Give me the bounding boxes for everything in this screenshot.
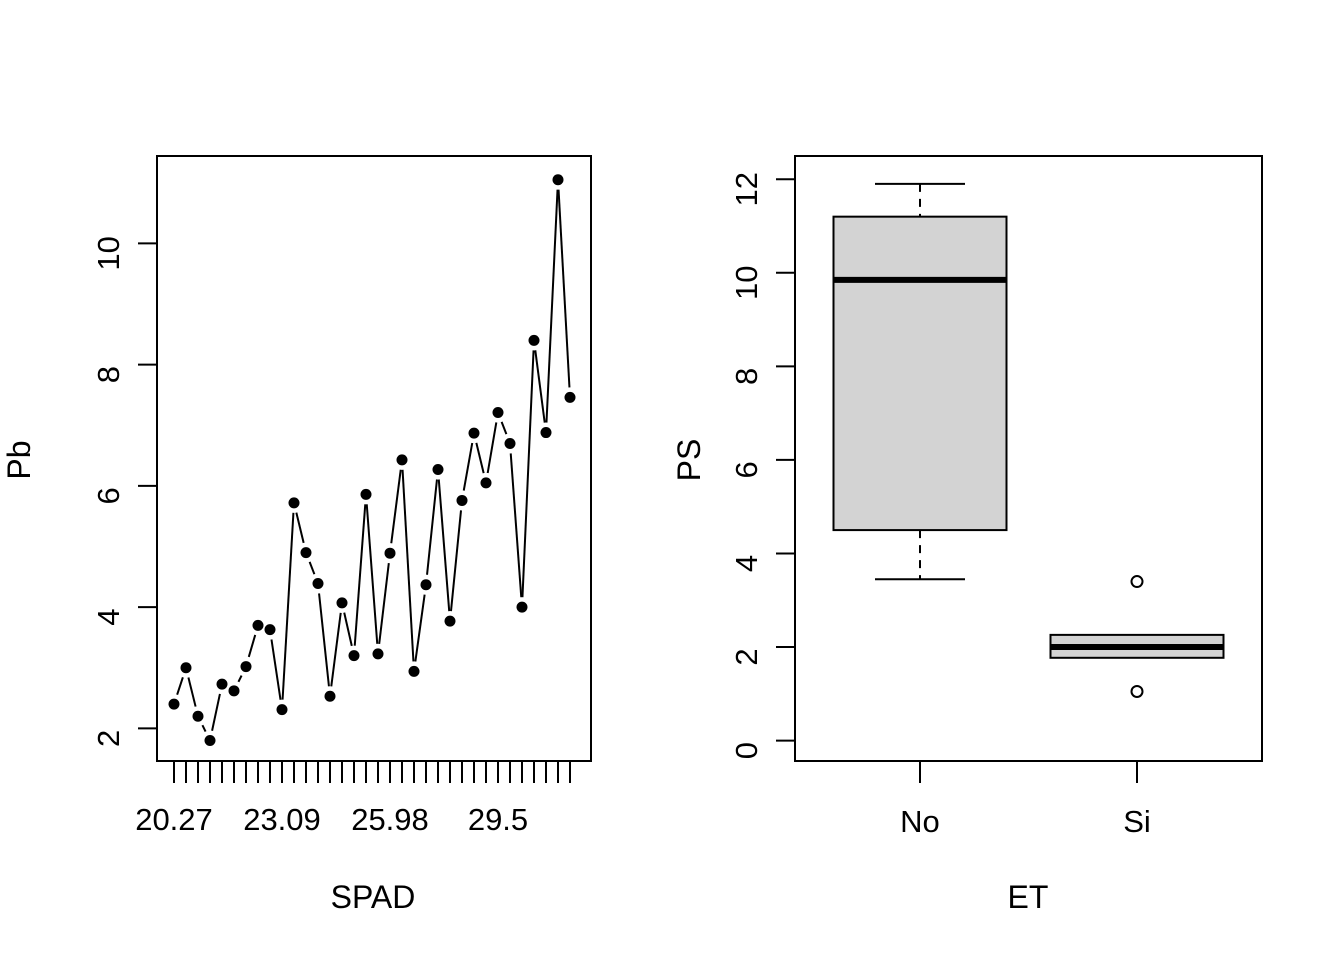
series-line-segment	[475, 442, 485, 474]
data-point	[168, 698, 180, 710]
data-point	[288, 497, 300, 509]
series-line-segment	[318, 593, 330, 687]
data-point	[408, 665, 420, 677]
series-line-segment	[500, 421, 508, 435]
left-y-tick-label: 6	[91, 487, 126, 504]
data-point	[204, 735, 216, 747]
series-line-segment	[343, 612, 353, 647]
data-point	[180, 662, 192, 674]
series-line-segment	[462, 442, 474, 491]
series-line-segment	[295, 512, 305, 544]
data-point	[396, 454, 408, 466]
series-line-segment	[437, 479, 451, 612]
right-y-tick-label: 12	[729, 172, 764, 206]
data-point	[468, 427, 480, 439]
data-point	[252, 619, 264, 631]
right-x-axis-title: ET	[1008, 879, 1049, 915]
data-point	[564, 391, 576, 403]
series-line-segment	[211, 693, 221, 731]
series-line-segment	[365, 504, 379, 644]
series-line-segment	[281, 512, 295, 700]
data-point	[540, 427, 552, 439]
series-line-segment	[237, 675, 243, 683]
data-point	[492, 407, 504, 419]
data-point	[240, 661, 252, 673]
data-point	[360, 488, 372, 500]
data-point	[300, 547, 312, 559]
right-y-tick-label: 6	[729, 461, 764, 478]
data-point	[324, 690, 336, 702]
series-line-segment	[401, 469, 415, 662]
left-x-tick-label: 20.27	[135, 802, 213, 837]
data-point	[228, 685, 240, 697]
data-point	[420, 579, 432, 591]
series-line-segment	[378, 563, 390, 645]
data-point	[528, 334, 540, 346]
series-line-segment	[414, 594, 426, 662]
left-plot-box	[156, 155, 592, 762]
left-x-axis-title: SPAD	[331, 879, 416, 915]
data-point	[216, 678, 228, 690]
series-line-segment	[390, 469, 402, 544]
series-line-segment	[353, 504, 367, 646]
right-y-tick-label: 10	[729, 266, 764, 300]
left-y-tick-label: 2	[91, 730, 126, 747]
series-line-segment	[330, 612, 342, 687]
series-line-segment	[270, 639, 282, 700]
outlier-point	[1130, 575, 1144, 589]
series-line-segment	[426, 479, 438, 575]
right-x-tick-label: No	[900, 804, 940, 839]
data-point	[336, 597, 348, 609]
data-point	[552, 174, 564, 186]
series-line-segment	[521, 350, 535, 598]
data-point	[480, 477, 492, 489]
series-line-segment	[247, 634, 257, 658]
left-x-tick-label: 29.5	[468, 802, 528, 837]
series-line-segment	[509, 453, 523, 598]
data-point	[192, 710, 204, 722]
left-y-axis-title: Pb	[1, 440, 37, 479]
series-line-segment	[545, 189, 559, 423]
series-line-segment	[201, 724, 207, 733]
series-line-segment	[449, 510, 463, 612]
box-no	[832, 215, 1008, 532]
right-y-tick-label: 8	[729, 368, 764, 385]
series-line-segment	[187, 677, 197, 707]
data-point	[276, 704, 288, 716]
right-y-tick-label: 2	[729, 648, 764, 665]
left-y-tick-label: 4	[91, 609, 126, 626]
left-x-tick-label: 23.09	[243, 802, 321, 837]
series-line-segment	[176, 676, 184, 695]
right-plot-box	[794, 155, 1263, 762]
data-point	[516, 601, 528, 613]
data-point	[384, 547, 396, 559]
data-point	[456, 494, 468, 506]
series-line-segment	[486, 422, 498, 474]
right-x-tick-label: Si	[1123, 804, 1151, 839]
data-point	[264, 624, 276, 636]
left-y-tick-label: 10	[91, 236, 126, 270]
data-point	[432, 464, 444, 476]
data-point	[444, 615, 456, 627]
series-line-segment	[534, 350, 546, 423]
outlier-point	[1130, 684, 1144, 698]
right-y-axis-title: PS	[671, 439, 707, 482]
data-point	[348, 650, 360, 662]
right-y-tick-label: 0	[729, 742, 764, 759]
series-line-segment	[308, 561, 316, 575]
series-line-segment	[557, 189, 571, 388]
data-point	[312, 578, 324, 590]
left-x-tick-label: 25.98	[351, 802, 429, 837]
right-y-tick-label: 4	[729, 555, 764, 572]
data-point	[504, 437, 516, 449]
data-point	[372, 648, 384, 660]
left-y-tick-label: 8	[91, 366, 126, 383]
